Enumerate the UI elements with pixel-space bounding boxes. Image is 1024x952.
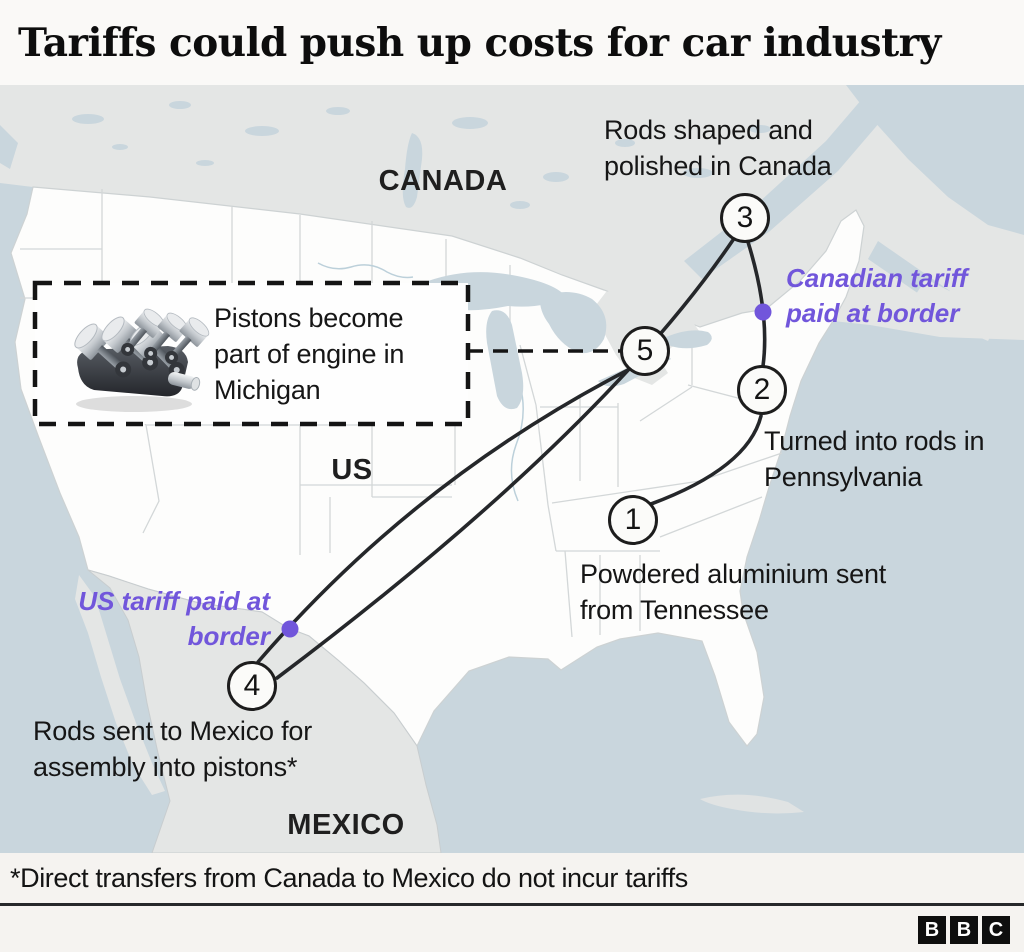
route-3-4 [275,238,735,680]
cuba-island [700,794,804,814]
nova-scotia [914,279,1000,341]
step-label-3: Rods shaped and polished in Canada [604,115,832,181]
step-label-1: Powdered aluminium sent from Tennessee [580,559,887,625]
country-label-mexico: MEXICO [287,809,405,841]
footer-divider [0,903,1024,906]
gulf-st-lawrence-water [846,85,1024,235]
mexico-landmass [87,569,442,854]
footnote-bar: *Direct transfers from Canada to Mexico … [0,853,1024,903]
footnote: *Direct transfers from Canada to Mexico … [10,862,688,893]
bbc-logo-block: B [950,916,978,944]
page-title: Tariffs could push up costs for car indu… [18,19,941,66]
baja-peninsula [75,575,165,795]
step-marker-4: 4 [227,661,277,711]
tariff-note-us: US tariff paid at border [78,586,270,651]
canada-landmass [0,85,1024,340]
step-label-4: Rods sent to Mexico for assembly into pi… [33,716,313,782]
step-label-5: Pistons become part of engine in Michiga… [214,303,405,405]
route-1-2 [649,414,763,506]
footer-bar [0,906,1024,952]
step-number: 3 [736,201,754,234]
step-number: 1 [624,503,642,536]
bbc-logo-block: C [982,916,1010,944]
step-marker-2: 2 [737,365,787,415]
canada-lakes [72,101,771,209]
step-marker-1: 1 [608,495,658,545]
step-number: 4 [243,669,261,702]
step-marker-3: 3 [720,193,770,243]
route-4-5 [256,368,630,664]
bbc-logo-block: B [918,916,946,944]
country-label-us: US [331,454,373,486]
step-number: 2 [753,373,771,406]
step-number: 5 [636,334,654,367]
tariff-dot-canadian [754,303,772,321]
prince-edward-island [936,251,994,263]
engine-pistons-illustration [74,308,210,412]
step-marker-5: 5 [620,326,670,376]
bbc-logo: B B C [918,916,1010,944]
tariff-note-canadian: Canadian tariff paid at border [786,263,968,328]
pacific-inlet [0,125,18,169]
gulf-of-maine-water [828,323,884,343]
header-bar: Tariffs could push up costs for car indu… [0,0,1024,85]
step-label-2: Turned into rods in Pennsylvania [764,426,985,492]
tariff-dot-us [281,620,299,638]
cape-breton [995,272,1021,290]
country-label-canada: CANADA [378,165,508,197]
